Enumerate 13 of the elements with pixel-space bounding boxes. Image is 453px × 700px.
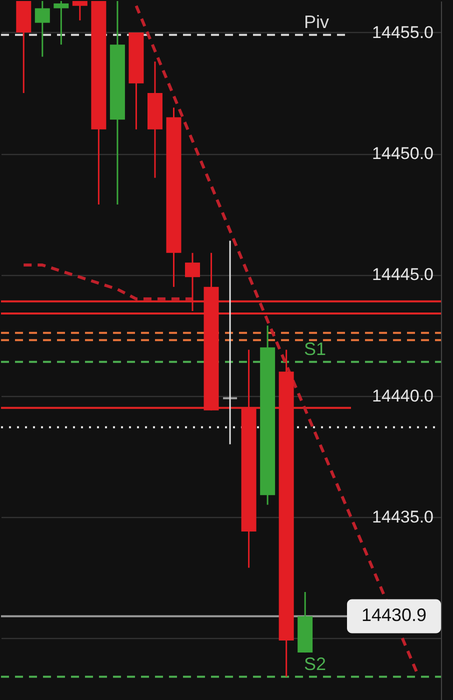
candlestick [34,0,50,58]
annotation: 14430.9 [361,605,427,626]
ref-line-label: Piv [304,12,330,32]
y-tick-label: 14435.0 [372,507,434,526]
y-tick-label: 14450.0 [372,144,434,164]
y-tick-label: 14445.0 [372,265,434,284]
candlestick [54,0,69,46]
candlestick [223,240,238,446]
ref-line-label: S2 [304,654,326,674]
y-tick-label: 14455.0 [372,22,434,42]
y-tick-label: 14440.0 [372,386,434,406]
candlestick [72,0,88,22]
ref-line-label: S1 [304,338,326,359]
